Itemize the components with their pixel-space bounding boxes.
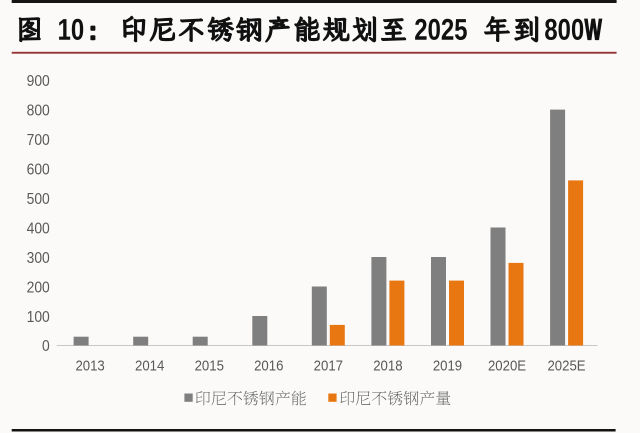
svg-text:2025E: 2025E [547,356,585,373]
svg-text:600: 600 [27,162,50,179]
svg-text:2013: 2013 [75,356,104,373]
svg-text:2015: 2015 [195,356,224,373]
svg-text:2020E: 2020E [488,356,526,373]
svg-text:2016: 2016 [254,356,283,373]
svg-text:2014: 2014 [135,356,164,373]
svg-text:2017: 2017 [314,356,343,373]
svg-text:100: 100 [27,309,50,326]
svg-text:0: 0 [42,338,50,355]
svg-text:300: 300 [27,250,50,267]
svg-text:2019: 2019 [433,356,462,373]
svg-text:200: 200 [27,280,50,297]
svg-text:400: 400 [27,221,50,238]
svg-text:500: 500 [27,191,50,208]
svg-text:800: 800 [27,103,50,120]
svg-text:900: 900 [27,73,50,90]
svg-text:2018: 2018 [373,356,402,373]
svg-text:700: 700 [27,132,50,149]
